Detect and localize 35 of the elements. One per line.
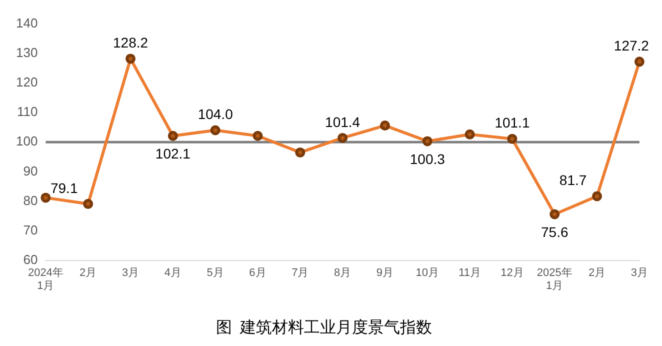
data-label: 102.1 bbox=[155, 146, 191, 162]
x-tick-label: 6月 bbox=[249, 267, 266, 280]
x-tick-label: 2024年 1月 bbox=[28, 267, 64, 292]
x-tick-label: 2025年 1月 bbox=[536, 267, 572, 292]
x-tick-label: 11月 bbox=[458, 267, 482, 280]
y-tick-label: 80 bbox=[23, 192, 38, 208]
x-tick-label: 2月 bbox=[80, 267, 97, 280]
x-tick-label: 10月 bbox=[416, 267, 440, 280]
text: 图 建筑材料工业月度景气指数 bbox=[216, 318, 432, 337]
x-tick-label: 3月 bbox=[630, 267, 648, 280]
data-label: 75.6 bbox=[540, 224, 568, 240]
data-label: 104.0 bbox=[198, 106, 234, 122]
x-tick-label: 8月 bbox=[334, 267, 352, 280]
data-label: 127.2 bbox=[614, 38, 650, 54]
x-tick-label: 3月 bbox=[122, 267, 140, 280]
y-tick-label: 100 bbox=[16, 134, 38, 149]
data-label: 101.4 bbox=[325, 114, 360, 130]
y-tick-label: 70 bbox=[23, 222, 38, 238]
data-label: 100.3 bbox=[410, 151, 446, 168]
x-tick-label: 2月 bbox=[588, 267, 606, 280]
x-tick-label: 12月 bbox=[500, 267, 524, 280]
data-label: 101.1 bbox=[494, 114, 530, 131]
y-tick-label: 130 bbox=[16, 44, 38, 60]
x-tick-label: 4月 bbox=[164, 267, 182, 280]
data-label: 81.7 bbox=[559, 172, 587, 188]
y-tick-label: 140 bbox=[16, 15, 38, 30]
x-tick-label: 5月 bbox=[206, 267, 224, 280]
y-tick-label: 120 bbox=[16, 74, 38, 90]
x-tick-label: 7月 bbox=[292, 267, 309, 280]
data-label: 79.1 bbox=[50, 180, 78, 196]
y-tick-label: 110 bbox=[16, 104, 38, 120]
data-label: 128.2 bbox=[112, 34, 148, 51]
y-tick-label: 90 bbox=[23, 163, 38, 178]
y-tick-label: 60 bbox=[23, 252, 38, 267]
x-tick-label: 9月 bbox=[376, 267, 394, 280]
